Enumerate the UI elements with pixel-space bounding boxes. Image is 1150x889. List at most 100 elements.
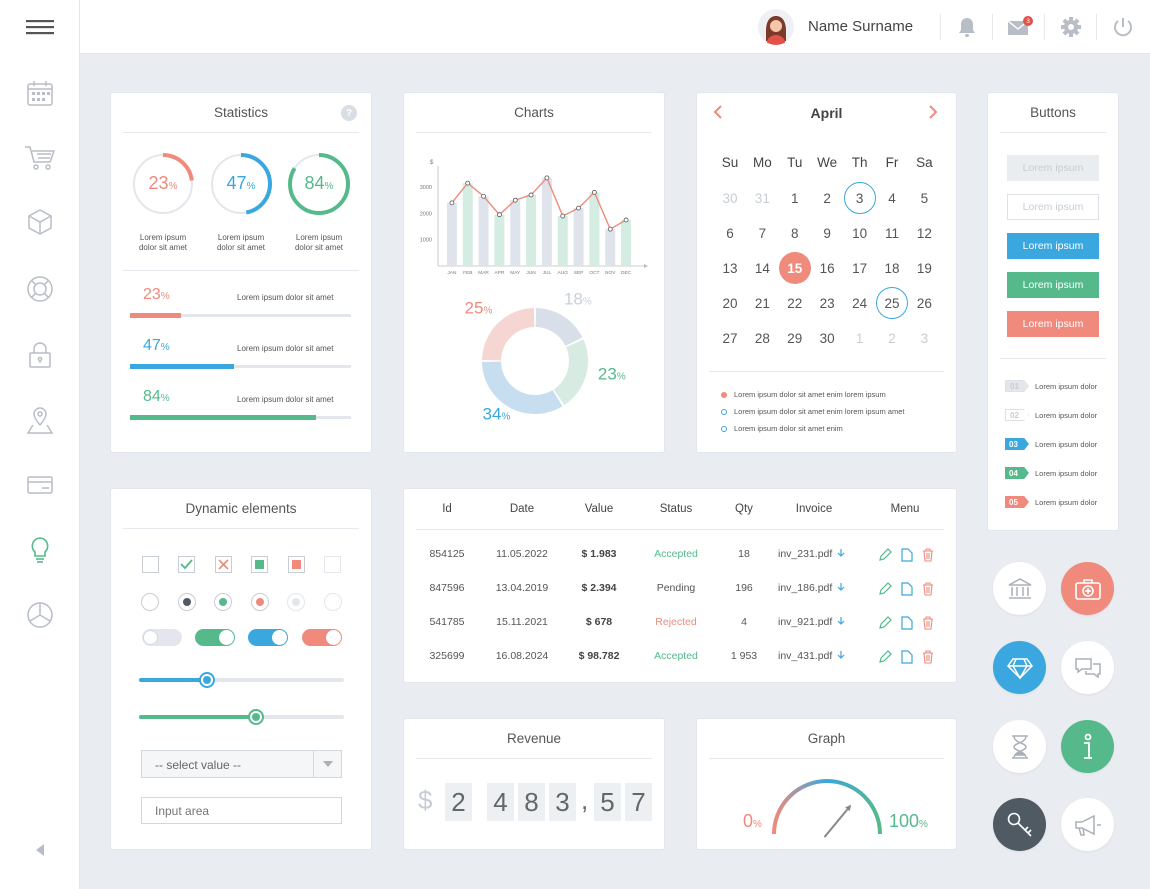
radio-selected-red[interactable] bbox=[251, 593, 269, 611]
toggle-red-on[interactable] bbox=[302, 629, 342, 646]
calendar-day[interactable]: 27 bbox=[722, 330, 738, 346]
delete-icon[interactable] bbox=[922, 582, 934, 601]
calendar-prev-icon[interactable] bbox=[711, 103, 725, 126]
calendar-day[interactable]: 1 bbox=[855, 330, 864, 346]
numbered-tag-item[interactable]: 03 Lorem ipsum dolor bbox=[1005, 437, 1097, 451]
download-icon[interactable] bbox=[837, 549, 845, 559]
delete-icon[interactable] bbox=[922, 616, 934, 635]
download-icon[interactable] bbox=[837, 617, 845, 627]
power-icon[interactable] bbox=[1110, 14, 1136, 40]
calendar-day[interactable]: 1 bbox=[791, 190, 799, 206]
radio-selected-dark[interactable] bbox=[178, 593, 196, 611]
calendar-day[interactable]: 17 bbox=[852, 260, 868, 276]
hamburger-menu-icon[interactable] bbox=[22, 9, 58, 45]
document-icon[interactable] bbox=[901, 650, 913, 669]
avatar[interactable] bbox=[758, 9, 794, 45]
calendar-day[interactable]: 7 bbox=[758, 225, 767, 241]
calendar-day[interactable]: 26 bbox=[916, 295, 932, 311]
calendar-day[interactable]: 14 bbox=[754, 260, 770, 276]
credit-card-icon[interactable] bbox=[22, 467, 58, 503]
shopping-cart-icon[interactable] bbox=[22, 139, 58, 175]
slider-handle[interactable] bbox=[198, 672, 215, 688]
numbered-tag-item[interactable]: 02 Lorem ipsum dolor bbox=[1005, 408, 1097, 422]
calendar-day[interactable]: 31 bbox=[754, 190, 770, 206]
toggle-green-on[interactable] bbox=[195, 629, 235, 646]
green-button[interactable]: Lorem ipsum bbox=[1007, 272, 1099, 298]
radio-empty[interactable] bbox=[141, 593, 159, 611]
download-icon[interactable] bbox=[837, 651, 845, 661]
calendar-day[interactable]: 29 bbox=[787, 330, 803, 346]
first-aid-kit-icon[interactable] bbox=[1061, 562, 1114, 615]
delete-icon[interactable] bbox=[922, 650, 934, 669]
disabled-button[interactable]: Lorem ipsum bbox=[1007, 155, 1099, 181]
calendar-day[interactable]: 19 bbox=[916, 260, 932, 276]
diamond-icon[interactable] bbox=[993, 641, 1046, 694]
document-icon[interactable] bbox=[901, 616, 913, 635]
edit-icon[interactable] bbox=[878, 650, 892, 669]
outline-button[interactable]: Lorem ipsum bbox=[1007, 194, 1099, 220]
lightbulb-icon[interactable] bbox=[22, 532, 58, 568]
invoice-name[interactable]: inv_431.pdf bbox=[778, 650, 833, 662]
lock-icon[interactable] bbox=[22, 337, 58, 373]
calendar-day[interactable]: 9 bbox=[823, 225, 831, 241]
calendar-day-marked[interactable]: 3 bbox=[843, 182, 876, 214]
calendar-next-icon[interactable] bbox=[926, 103, 940, 126]
lifebuoy-icon[interactable] bbox=[22, 271, 58, 307]
calendar-day[interactable]: 13 bbox=[722, 260, 738, 276]
invoice-link[interactable]: inv_921.pdf bbox=[778, 616, 845, 628]
calendar-day[interactable]: 30 bbox=[819, 330, 835, 346]
invoice-name[interactable]: inv_231.pdf bbox=[778, 548, 833, 560]
invoice-name[interactable]: inv_921.pdf bbox=[778, 616, 833, 628]
red-button[interactable]: Lorem ipsum bbox=[1007, 311, 1099, 337]
chat-bubbles-icon[interactable] bbox=[1061, 641, 1114, 694]
calendar-day[interactable]: 30 bbox=[722, 190, 738, 206]
calendar-day[interactable]: 24 bbox=[852, 295, 868, 311]
calendar-day[interactable]: 23 bbox=[819, 295, 835, 311]
calendar-day[interactable]: 5 bbox=[920, 190, 929, 206]
collapse-arrow-icon[interactable] bbox=[22, 832, 58, 868]
table-row[interactable]: 541785 15.11.2021 $ 678 Rejected 4 inv_921.pd… bbox=[404, 616, 956, 632]
checkbox-filled-green[interactable] bbox=[251, 556, 268, 573]
key-icon[interactable] bbox=[993, 798, 1046, 851]
edit-icon[interactable] bbox=[878, 582, 892, 601]
mail-icon[interactable]: 3 bbox=[1006, 14, 1033, 40]
calendar-day[interactable]: 18 bbox=[884, 260, 900, 276]
info-icon[interactable] bbox=[1061, 720, 1114, 773]
help-icon[interactable]: ? bbox=[341, 105, 357, 121]
calendar-day[interactable]: 8 bbox=[791, 225, 799, 241]
numbered-tag-item[interactable]: 04 Lorem ipsum dolor bbox=[1005, 466, 1097, 480]
download-icon[interactable] bbox=[837, 583, 845, 593]
calendar-day-today[interactable]: 15 bbox=[778, 252, 811, 284]
calendar-day[interactable]: 11 bbox=[884, 225, 899, 241]
map-pin-icon[interactable] bbox=[22, 402, 58, 438]
calendar-day[interactable]: 21 bbox=[754, 295, 770, 311]
checkbox-empty[interactable] bbox=[142, 556, 159, 573]
slider-handle[interactable] bbox=[247, 709, 264, 725]
invoice-link[interactable]: inv_431.pdf bbox=[778, 650, 845, 662]
checkbox-crossed[interactable] bbox=[215, 556, 232, 573]
calendar-day[interactable]: 22 bbox=[787, 295, 803, 311]
bell-icon[interactable] bbox=[954, 14, 980, 40]
calendar-day[interactable]: 10 bbox=[852, 225, 868, 241]
invoice-link[interactable]: inv_186.pdf bbox=[778, 582, 845, 594]
table-row[interactable]: 325699 16.08.2024 $ 98.782 Accepted 1 953 inv… bbox=[404, 650, 956, 666]
chevron-down-icon[interactable] bbox=[313, 751, 341, 777]
megaphone-icon[interactable] bbox=[1061, 798, 1114, 851]
calendar-icon[interactable] bbox=[22, 75, 58, 111]
radio-disabled-selected[interactable] bbox=[287, 593, 305, 611]
box-icon[interactable] bbox=[22, 204, 58, 240]
calendar-day[interactable]: 12 bbox=[916, 225, 932, 241]
calendar-day[interactable]: 2 bbox=[823, 190, 831, 206]
slider-blue[interactable] bbox=[139, 672, 344, 688]
delete-icon[interactable] bbox=[922, 548, 934, 567]
edit-icon[interactable] bbox=[878, 616, 892, 635]
blue-button[interactable]: Lorem ipsum bbox=[1007, 233, 1099, 259]
calendar-day[interactable]: 2 bbox=[888, 330, 896, 346]
document-icon[interactable] bbox=[901, 548, 913, 567]
toggle-blue-on[interactable] bbox=[248, 629, 288, 646]
checkbox-disabled[interactable] bbox=[324, 556, 341, 573]
calendar-day[interactable]: 4 bbox=[888, 190, 896, 206]
calendar-day[interactable]: 20 bbox=[722, 295, 738, 311]
calendar-day[interactable]: 28 bbox=[754, 330, 770, 346]
user-name[interactable]: Name Surname bbox=[808, 18, 914, 35]
